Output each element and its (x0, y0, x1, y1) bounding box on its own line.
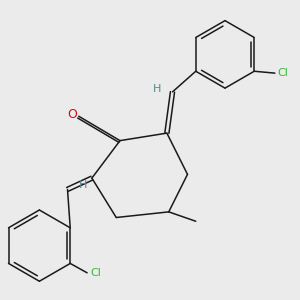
Text: Cl: Cl (278, 68, 289, 78)
Text: O: O (67, 108, 77, 121)
Text: Cl: Cl (90, 268, 101, 278)
Text: H: H (79, 180, 87, 190)
Text: H: H (153, 84, 161, 94)
